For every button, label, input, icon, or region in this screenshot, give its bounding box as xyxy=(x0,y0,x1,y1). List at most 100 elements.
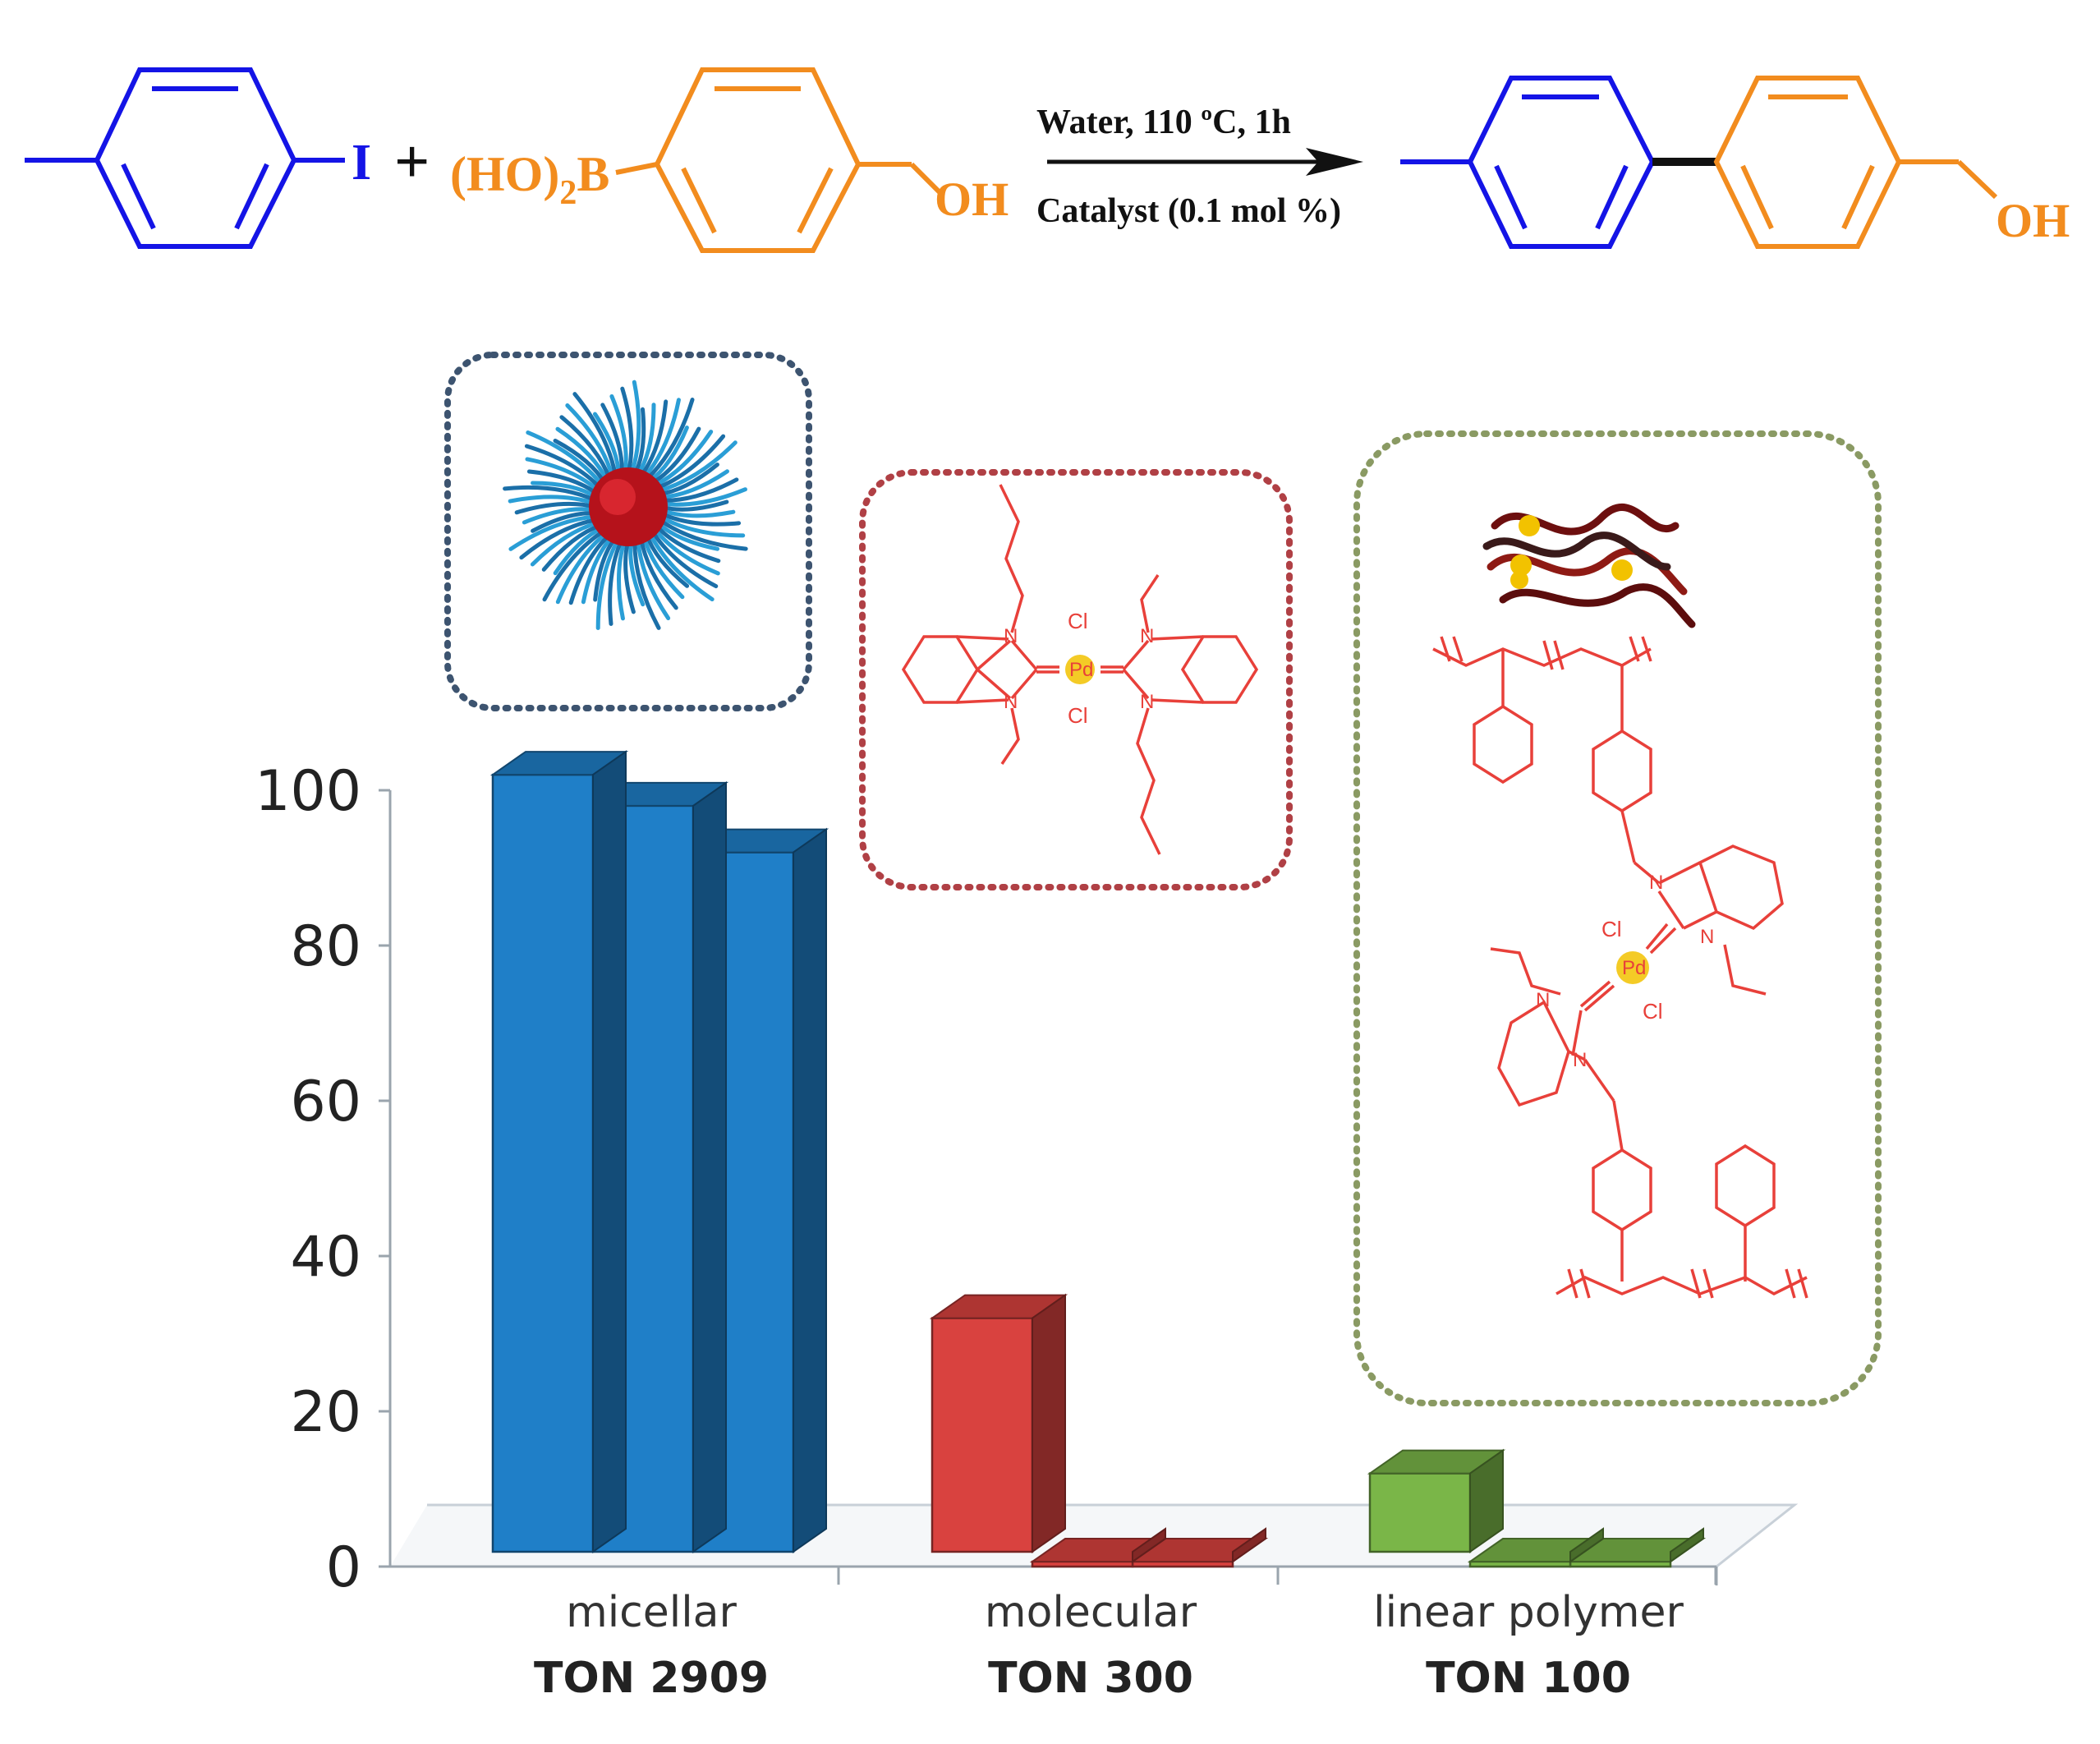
micelle-strand xyxy=(644,398,695,482)
micelle-strand xyxy=(649,527,719,589)
micelle-strand xyxy=(617,537,627,621)
molecular-n-4: N xyxy=(1140,691,1154,713)
boronic-acid-label: (HO)2B xyxy=(450,147,609,212)
chart-floor-edge xyxy=(427,1503,1799,1568)
x-category-label: molecular xyxy=(985,1588,1197,1637)
y-tick-label: 40 xyxy=(290,1225,361,1290)
micelle-strand xyxy=(608,536,624,626)
molecular-n-1: N xyxy=(1004,625,1018,647)
reaction-arrow-head xyxy=(1306,148,1363,176)
molecular-pd-atom xyxy=(1065,655,1095,684)
polymer-pd-dot-4 xyxy=(1611,559,1633,581)
micelle-strand xyxy=(632,536,661,630)
micelle-strand xyxy=(658,477,739,503)
polymer-catalyst-inset: Pd Cl Cl N N N N xyxy=(1353,430,1882,1406)
y-tick-label: 60 xyxy=(290,1070,361,1134)
bar-micellar-1 xyxy=(491,773,595,1553)
polymer-structure xyxy=(1432,636,1808,1299)
micelle-strand xyxy=(519,517,600,560)
polymer-n-3: N xyxy=(1536,989,1550,1011)
bar-side-face xyxy=(1132,1527,1166,1563)
boronic-acid-structure xyxy=(615,67,943,253)
plus-sign: + xyxy=(394,127,430,196)
iodotoluene-structure xyxy=(25,67,345,249)
x-axis-labels: micellar TON 2909 molecular TON 300 linear p… xyxy=(534,1567,1717,1703)
micelle-strand xyxy=(659,487,747,507)
x-ton-label: TON 300 xyxy=(988,1654,1193,1703)
polymer-cl-bottom: Cl xyxy=(1643,999,1663,1024)
x-ton-label: TON 100 xyxy=(1426,1654,1631,1703)
bar-side-face xyxy=(1670,1527,1704,1563)
micelle-strand xyxy=(651,525,720,576)
reaction-scheme: I + (HO)2B OH Water, 110 ºC, 1h Catalyst… xyxy=(25,67,2070,253)
micelle-strand xyxy=(559,415,613,482)
bar-side-face xyxy=(1232,1527,1266,1563)
y-tick-label: 80 xyxy=(290,914,361,979)
micelle-strand xyxy=(530,520,602,567)
micelle-strand xyxy=(595,536,621,630)
micelle-strand xyxy=(638,535,678,610)
condition-top: Water, 110 ºC, 1h xyxy=(1036,104,1291,141)
molecular-cl-top: Cl xyxy=(1068,609,1088,633)
boronic-acid-group: (HO) xyxy=(450,147,559,201)
bar-side-face xyxy=(793,827,827,1553)
polymer-inset-frame xyxy=(1353,430,1882,1406)
molecular-complex-structure xyxy=(901,484,1259,855)
micelle-strand xyxy=(526,430,605,489)
y-tick-label: 0 xyxy=(326,1535,361,1600)
molecular-inset-frame xyxy=(859,469,1293,890)
condition-bottom: Catalyst (0.1 mol %) xyxy=(1036,192,1341,230)
polymer-pd-dot-1 xyxy=(1519,515,1540,536)
micelle-strand xyxy=(629,380,641,476)
bar-side-face xyxy=(1569,1527,1604,1563)
polymer-n-2: N xyxy=(1700,926,1714,948)
micelle-inset-frame xyxy=(444,352,812,711)
micelle-strand xyxy=(653,434,726,491)
bar-side-face xyxy=(692,780,727,1553)
micelle-strand xyxy=(508,495,598,506)
micelle-inset xyxy=(444,352,812,711)
micelle-strand xyxy=(620,386,634,476)
bar-side-face xyxy=(592,750,627,1553)
micelle-strand xyxy=(542,527,608,602)
polymer-pd-label: Pd xyxy=(1622,957,1646,979)
micelle-strand xyxy=(508,514,600,551)
bar-side-face xyxy=(1032,1293,1066,1553)
micelle-strand xyxy=(524,444,604,491)
x-category-label: linear polymer xyxy=(1373,1588,1684,1637)
micelle-strand xyxy=(636,536,671,621)
micelle-strand xyxy=(503,485,599,503)
x-ton-label: TON 2909 xyxy=(534,1654,769,1703)
micelle-strand xyxy=(655,440,738,494)
boronic-acid-boron: B xyxy=(577,147,609,201)
micelle-strand xyxy=(572,392,618,479)
polymer-n-1: N xyxy=(1649,872,1663,894)
bar-side-face xyxy=(1469,1448,1504,1553)
micelle-strand xyxy=(657,514,746,538)
product-structure xyxy=(1400,76,1998,249)
conversion-bar-chart: 0 20 40 60 80 100 micellar TON 2909 molecular TO… xyxy=(255,750,1799,1703)
molecular-cl-bottom: Cl xyxy=(1068,703,1088,728)
molecular-catalyst-inset: Pd Cl Cl N N N N xyxy=(859,469,1293,890)
chart-bars xyxy=(489,750,1707,1568)
micelle-strand xyxy=(638,399,669,479)
polymer-pd-atom xyxy=(1616,951,1649,984)
bar-linear-polymer-1 xyxy=(1368,1472,1472,1553)
bar-molecular-1 xyxy=(931,1317,1034,1553)
micelle-strand xyxy=(555,530,610,605)
molecular-n-3: N xyxy=(1140,625,1154,647)
micelle-strand xyxy=(651,430,714,489)
polymer-pd-dot-3 xyxy=(1510,571,1528,589)
micelle-strand xyxy=(658,511,742,527)
micelle-strand xyxy=(568,531,613,605)
micelle-strand xyxy=(656,517,748,551)
hydroxyl-reactant-label: OH xyxy=(935,173,1009,226)
y-tick-label: 100 xyxy=(255,759,361,824)
molecular-pd-label: Pd xyxy=(1069,659,1093,681)
micelle-core-highlight xyxy=(600,479,636,515)
iodine-label: I xyxy=(352,135,371,191)
hydroxyl-product-label: OH xyxy=(1996,194,2070,247)
micelle-strand xyxy=(641,398,681,481)
micelle-strand xyxy=(514,501,598,515)
